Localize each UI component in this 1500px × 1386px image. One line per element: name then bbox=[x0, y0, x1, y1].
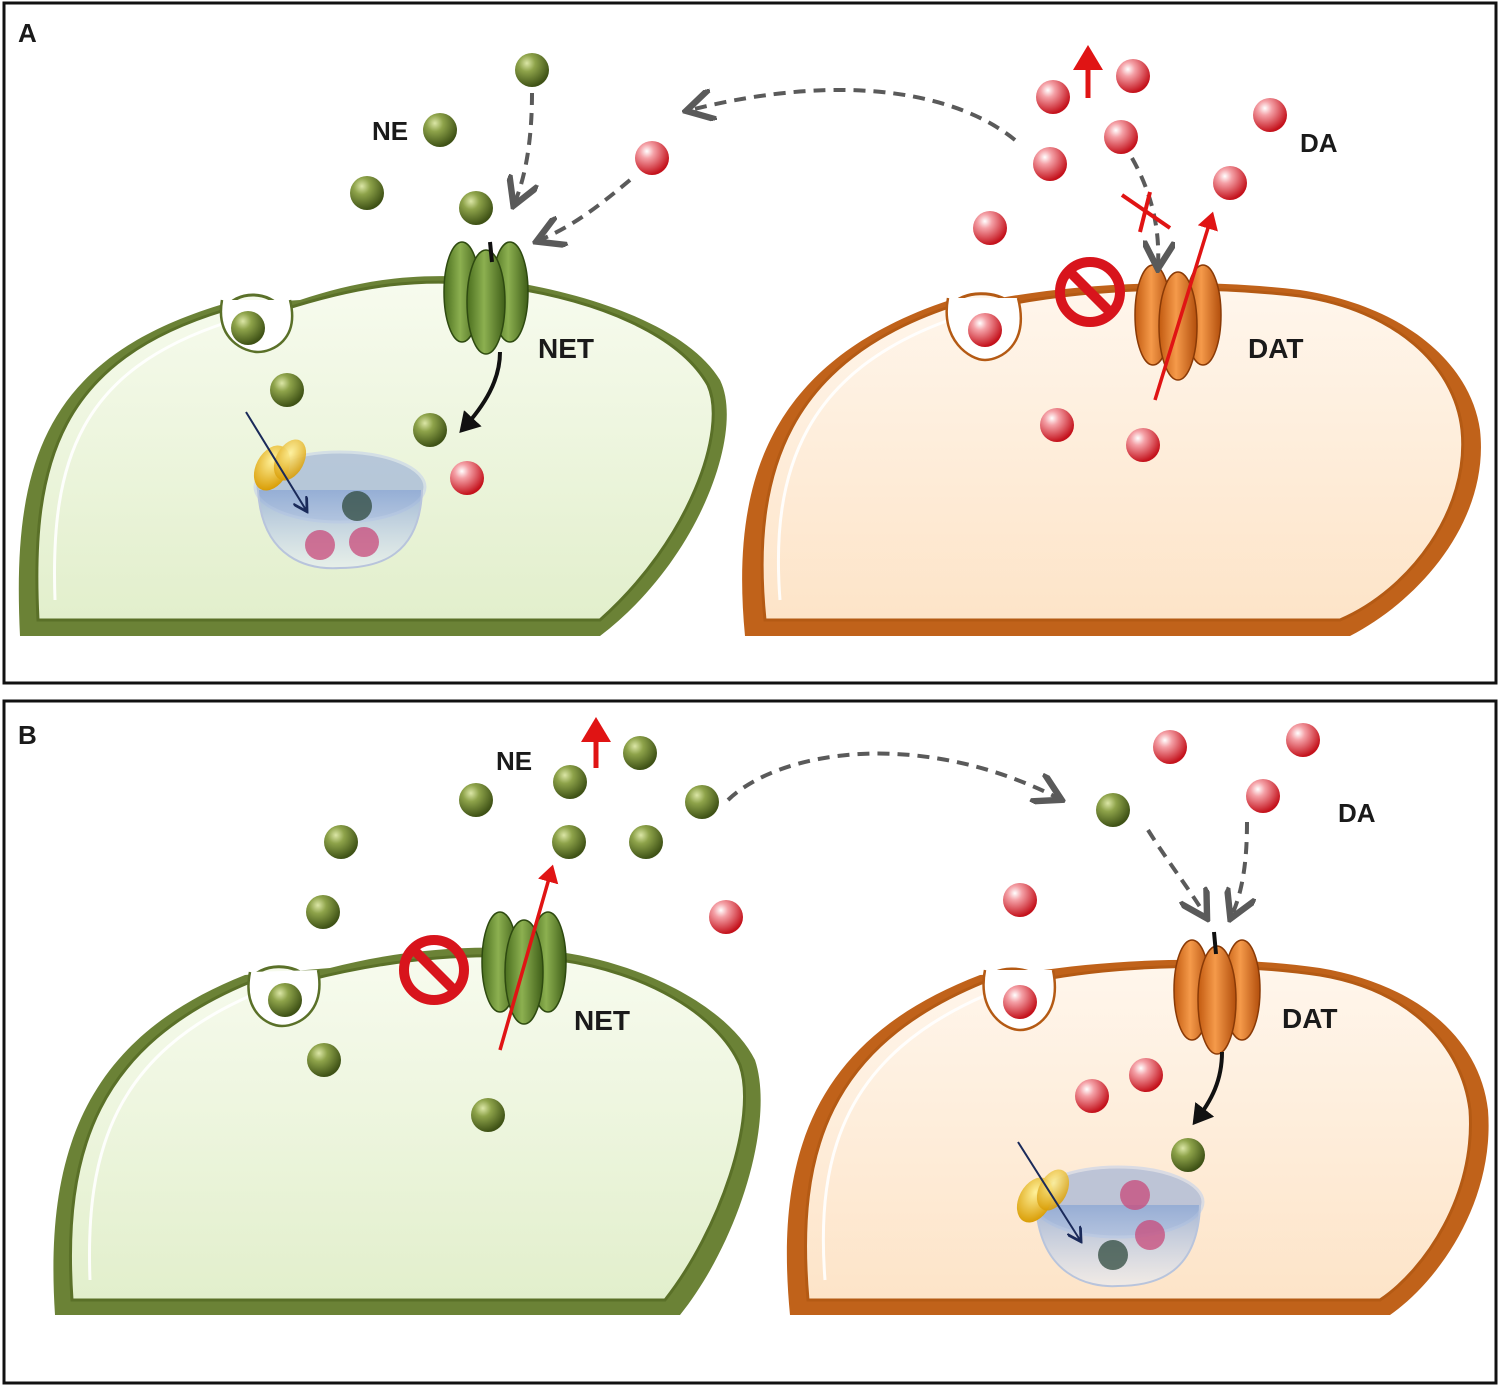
da-molecule-icon bbox=[450, 461, 484, 495]
da-molecule-icon bbox=[1040, 408, 1074, 442]
panel-b-letter: B bbox=[18, 720, 37, 750]
da-molecule-icon bbox=[635, 141, 669, 175]
ne-molecule-icon bbox=[413, 413, 447, 447]
panel-b: B bbox=[2, 699, 1498, 1385]
da-molecule-icon bbox=[1253, 98, 1287, 132]
da-molecule-icon bbox=[1036, 80, 1070, 114]
dopaminergic-neuron-a bbox=[742, 283, 1481, 636]
da-to-dat-arrow bbox=[1130, 157, 1158, 265]
ne-molecules-b bbox=[268, 736, 1205, 1270]
da-to-dat-arrow bbox=[1232, 821, 1247, 915]
da-diffusion-arrow bbox=[690, 88, 1017, 142]
dat-label: DAT bbox=[1282, 1003, 1337, 1034]
da-label: DA bbox=[1338, 798, 1376, 828]
ne-molecule-icon bbox=[350, 176, 384, 210]
ne-molecule-icon bbox=[342, 491, 372, 521]
panel-a-letter: A bbox=[18, 18, 37, 48]
noradrenergic-neuron-b bbox=[53, 947, 761, 1315]
da-molecule-icon bbox=[1003, 883, 1037, 917]
ne-molecules-a bbox=[231, 53, 549, 521]
ne-label: NE bbox=[496, 746, 532, 776]
da-molecule-icon bbox=[1033, 147, 1067, 181]
ne-diffusion-arrow bbox=[726, 751, 1058, 800]
ne-molecule-icon bbox=[306, 895, 340, 929]
ne-molecule-icon bbox=[471, 1098, 505, 1132]
ne-molecule-icon bbox=[629, 825, 663, 859]
panel-a: A bbox=[2, 1, 1498, 685]
da-molecule-icon bbox=[1129, 1058, 1163, 1092]
ne-molecule-icon bbox=[268, 983, 302, 1017]
da-molecule-icon bbox=[1153, 730, 1187, 764]
da-label: DA bbox=[1300, 128, 1338, 158]
ne-molecule-icon bbox=[307, 1043, 341, 1077]
ne-molecule-icon bbox=[459, 783, 493, 817]
dat-uptake-arrow bbox=[1192, 1051, 1224, 1126]
da-molecule-icon bbox=[1246, 779, 1280, 813]
ne-molecule-icon bbox=[231, 311, 265, 345]
vmat-uptake-arrow bbox=[245, 411, 306, 510]
da-molecules-b bbox=[709, 723, 1320, 1250]
ne-molecule-icon bbox=[459, 191, 493, 225]
inhibition-icon bbox=[399, 935, 469, 1005]
net-label: NET bbox=[538, 333, 594, 364]
da-molecule-icon bbox=[973, 211, 1007, 245]
block-cross-icon bbox=[1120, 191, 1172, 233]
net-label: NET bbox=[574, 1005, 630, 1036]
dat-transporter-b bbox=[1173, 931, 1261, 1055]
da-molecule-icon bbox=[349, 527, 379, 557]
ne-molecule-icon bbox=[324, 825, 358, 859]
dat-label: DAT bbox=[1248, 333, 1303, 364]
ne-molecule-icon bbox=[270, 373, 304, 407]
synaptic-vesicle-a bbox=[245, 411, 427, 570]
da-to-net-arrow bbox=[540, 178, 632, 240]
da-molecule-icon bbox=[709, 900, 743, 934]
ne-label: NE bbox=[372, 116, 408, 146]
ne-molecule-icon bbox=[1171, 1138, 1205, 1172]
inhibition-icon bbox=[1055, 257, 1125, 327]
ne-molecule-icon bbox=[623, 736, 657, 770]
net-uptake-arrow bbox=[459, 351, 502, 433]
ne-molecule-icon bbox=[1098, 1240, 1128, 1270]
da-molecules-a bbox=[305, 59, 1287, 560]
ne-molecule-icon bbox=[1096, 793, 1130, 827]
da-molecule-icon bbox=[1104, 120, 1138, 154]
da-molecule-icon bbox=[968, 313, 1002, 347]
dopaminergic-neuron-b bbox=[786, 959, 1489, 1315]
vmat-uptake-arrow bbox=[1017, 1141, 1080, 1240]
da-molecule-icon bbox=[1213, 166, 1247, 200]
ne-molecule-icon bbox=[553, 765, 587, 799]
da-molecule-icon bbox=[305, 530, 335, 560]
net-transporter-a bbox=[443, 241, 529, 355]
da-molecule-icon bbox=[1116, 59, 1150, 93]
da-molecule-icon bbox=[1286, 723, 1320, 757]
da-molecule-icon bbox=[1135, 1220, 1165, 1250]
da-molecule-icon bbox=[1003, 985, 1037, 1019]
net-efflux-arrow bbox=[498, 864, 559, 1051]
ne-to-net-arrow bbox=[515, 92, 532, 202]
da-molecule-icon bbox=[1075, 1079, 1109, 1113]
da-molecule-icon bbox=[1120, 1180, 1150, 1210]
dat-efflux-arrow bbox=[1153, 211, 1218, 401]
da-molecule-icon bbox=[1126, 428, 1160, 462]
ne-molecule-icon bbox=[515, 53, 549, 87]
ne-molecule-icon bbox=[423, 113, 457, 147]
ne-molecule-icon bbox=[685, 785, 719, 819]
ne-molecule-icon bbox=[552, 825, 586, 859]
